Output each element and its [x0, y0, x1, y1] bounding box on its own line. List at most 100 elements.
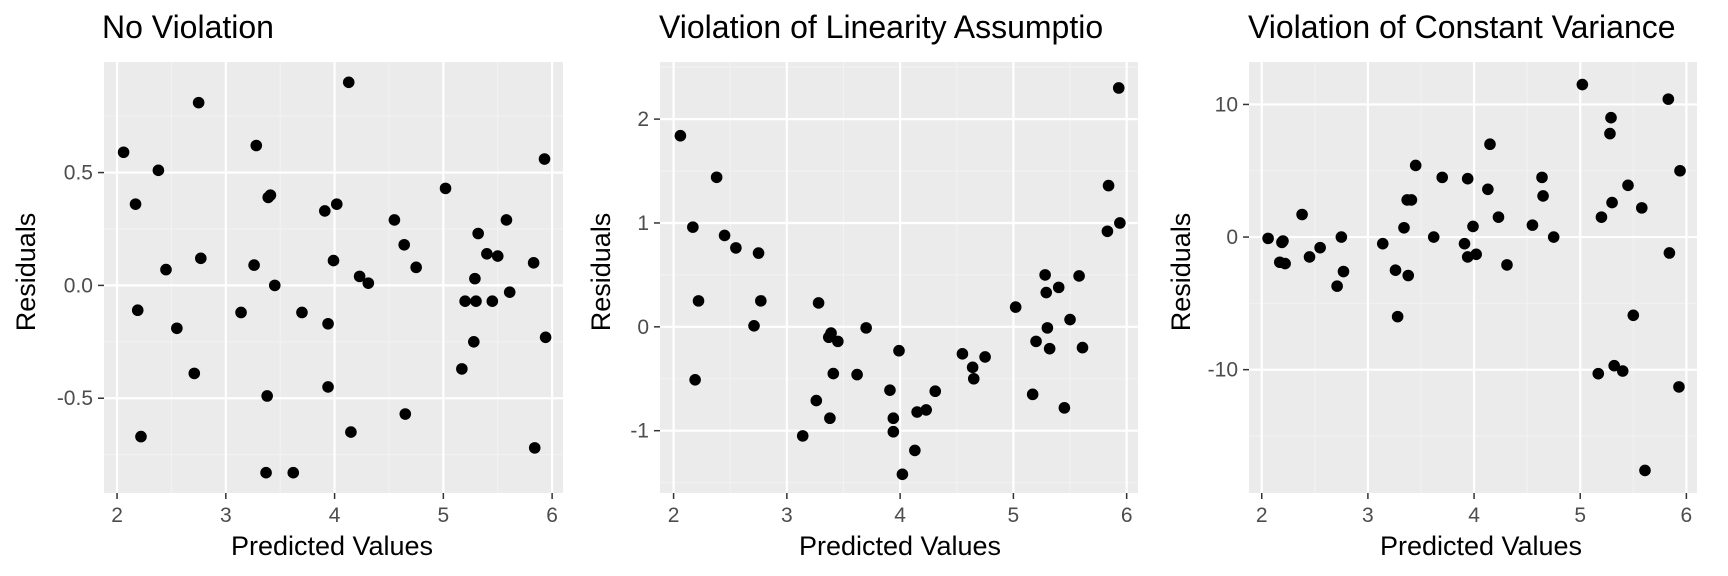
scatter-point [345, 426, 357, 438]
scatter-point [1639, 464, 1651, 477]
scatter-point [929, 385, 942, 398]
scatter-point [1605, 111, 1617, 124]
scatter-point [1277, 235, 1289, 247]
scatter-point [1662, 93, 1675, 105]
scatter-point [887, 425, 900, 438]
scatter-point [692, 295, 705, 307]
scatter-point [538, 153, 551, 165]
scatter-point [330, 198, 343, 210]
scatter-point [160, 263, 172, 276]
scatter-point [327, 254, 340, 267]
scatter-point [755, 295, 767, 307]
scatter-point [1114, 217, 1126, 229]
scatter-point [920, 404, 932, 416]
scatter-point [456, 363, 468, 375]
y-tick-label: -1 [630, 420, 649, 443]
x-tick-label: 3 [1362, 504, 1374, 527]
scatter-point [674, 129, 687, 142]
y-tick-label: 0.0 [64, 274, 93, 297]
x-tick-label: 2 [1256, 504, 1268, 527]
scatter-point [824, 412, 836, 425]
scatter-point [1458, 237, 1471, 250]
y-tick-label: 0.5 [64, 162, 93, 185]
scatter-point [322, 381, 334, 393]
panel-linearity-violation: Violation of Linearity Assumptio Residua… [586, 9, 1138, 561]
scatter-point [689, 373, 701, 386]
scatter-point [909, 444, 921, 457]
x-tick-label: 4 [329, 504, 341, 527]
x-tick-label: 5 [438, 504, 450, 527]
scatter-point [1040, 286, 1053, 299]
scatter-point [260, 466, 272, 479]
scatter-point [195, 252, 207, 265]
scatter-point [388, 214, 401, 226]
y-tick-label: 2 [637, 108, 649, 131]
scatter-point [825, 327, 837, 339]
scatter-point [1627, 309, 1640, 322]
y-tick-label: 0 [1226, 226, 1238, 249]
panel-no-violation: No Violation Residuals Predicted Values … [11, 9, 563, 561]
scatter-point [966, 361, 979, 374]
scatter-point [1058, 402, 1071, 414]
scatter-point [1576, 78, 1589, 91]
scatter-point [1102, 179, 1115, 192]
scatter-point [687, 221, 699, 233]
scatter-point [1622, 179, 1634, 192]
scatter-point [1335, 231, 1348, 243]
scatter-point [1052, 281, 1065, 294]
x-tick-label: 2 [668, 504, 680, 527]
scatter-point [250, 139, 263, 152]
plot-background [660, 62, 1138, 493]
x-tick-label: 5 [1008, 504, 1020, 527]
y-axis-title: Residuals [11, 213, 41, 332]
scatter-point [503, 286, 516, 298]
scatter-point [1436, 171, 1449, 184]
scatter-point [470, 295, 482, 307]
scatter-point [911, 406, 923, 418]
scatter-point [129, 198, 142, 210]
scatter-point [261, 390, 273, 402]
scatter-point [1673, 381, 1685, 393]
scatter-point [171, 322, 183, 335]
scatter-point [1674, 164, 1686, 177]
scatter-point [832, 335, 844, 348]
x-tick-label: 5 [1574, 504, 1586, 527]
scatter-point [730, 242, 742, 254]
scatter-point [956, 348, 969, 360]
scatter-point [1461, 172, 1474, 185]
y-axis-title: Residuals [1166, 213, 1196, 332]
scatter-point [353, 270, 366, 283]
scatter-point [1112, 82, 1125, 94]
scatter-point [1537, 190, 1549, 202]
scatter-point [528, 442, 541, 454]
scatter-point [1376, 237, 1389, 250]
scatter-point [399, 408, 412, 420]
scatter-point [362, 277, 375, 289]
scatter-point [287, 466, 300, 479]
scatter-point [1389, 264, 1402, 277]
scatter-point [491, 250, 504, 262]
panel-title: No Violation [102, 9, 274, 45]
scatter-point [1547, 231, 1560, 243]
scatter-point [1064, 313, 1076, 326]
scatter-point [1492, 211, 1505, 223]
scatter-point [1296, 208, 1308, 221]
x-axis-title: Predicted Values [231, 531, 433, 561]
scatter-point [500, 214, 513, 226]
scatter-point [539, 331, 552, 344]
scatter-point [748, 319, 760, 332]
scatter-point [1402, 269, 1415, 282]
scatter-point [1484, 138, 1496, 151]
scatter-point [410, 261, 422, 274]
scatter-point [718, 229, 731, 242]
scatter-point [1391, 310, 1404, 323]
scatter-point [235, 306, 247, 319]
scatter-point [468, 336, 480, 348]
scatter-point [527, 257, 540, 269]
scatter-point [1501, 259, 1513, 271]
scatter-point [318, 205, 331, 217]
scatter-point [398, 238, 410, 251]
scatter-point [117, 146, 130, 159]
scatter-point [1604, 127, 1616, 140]
scatter-point [486, 295, 499, 307]
